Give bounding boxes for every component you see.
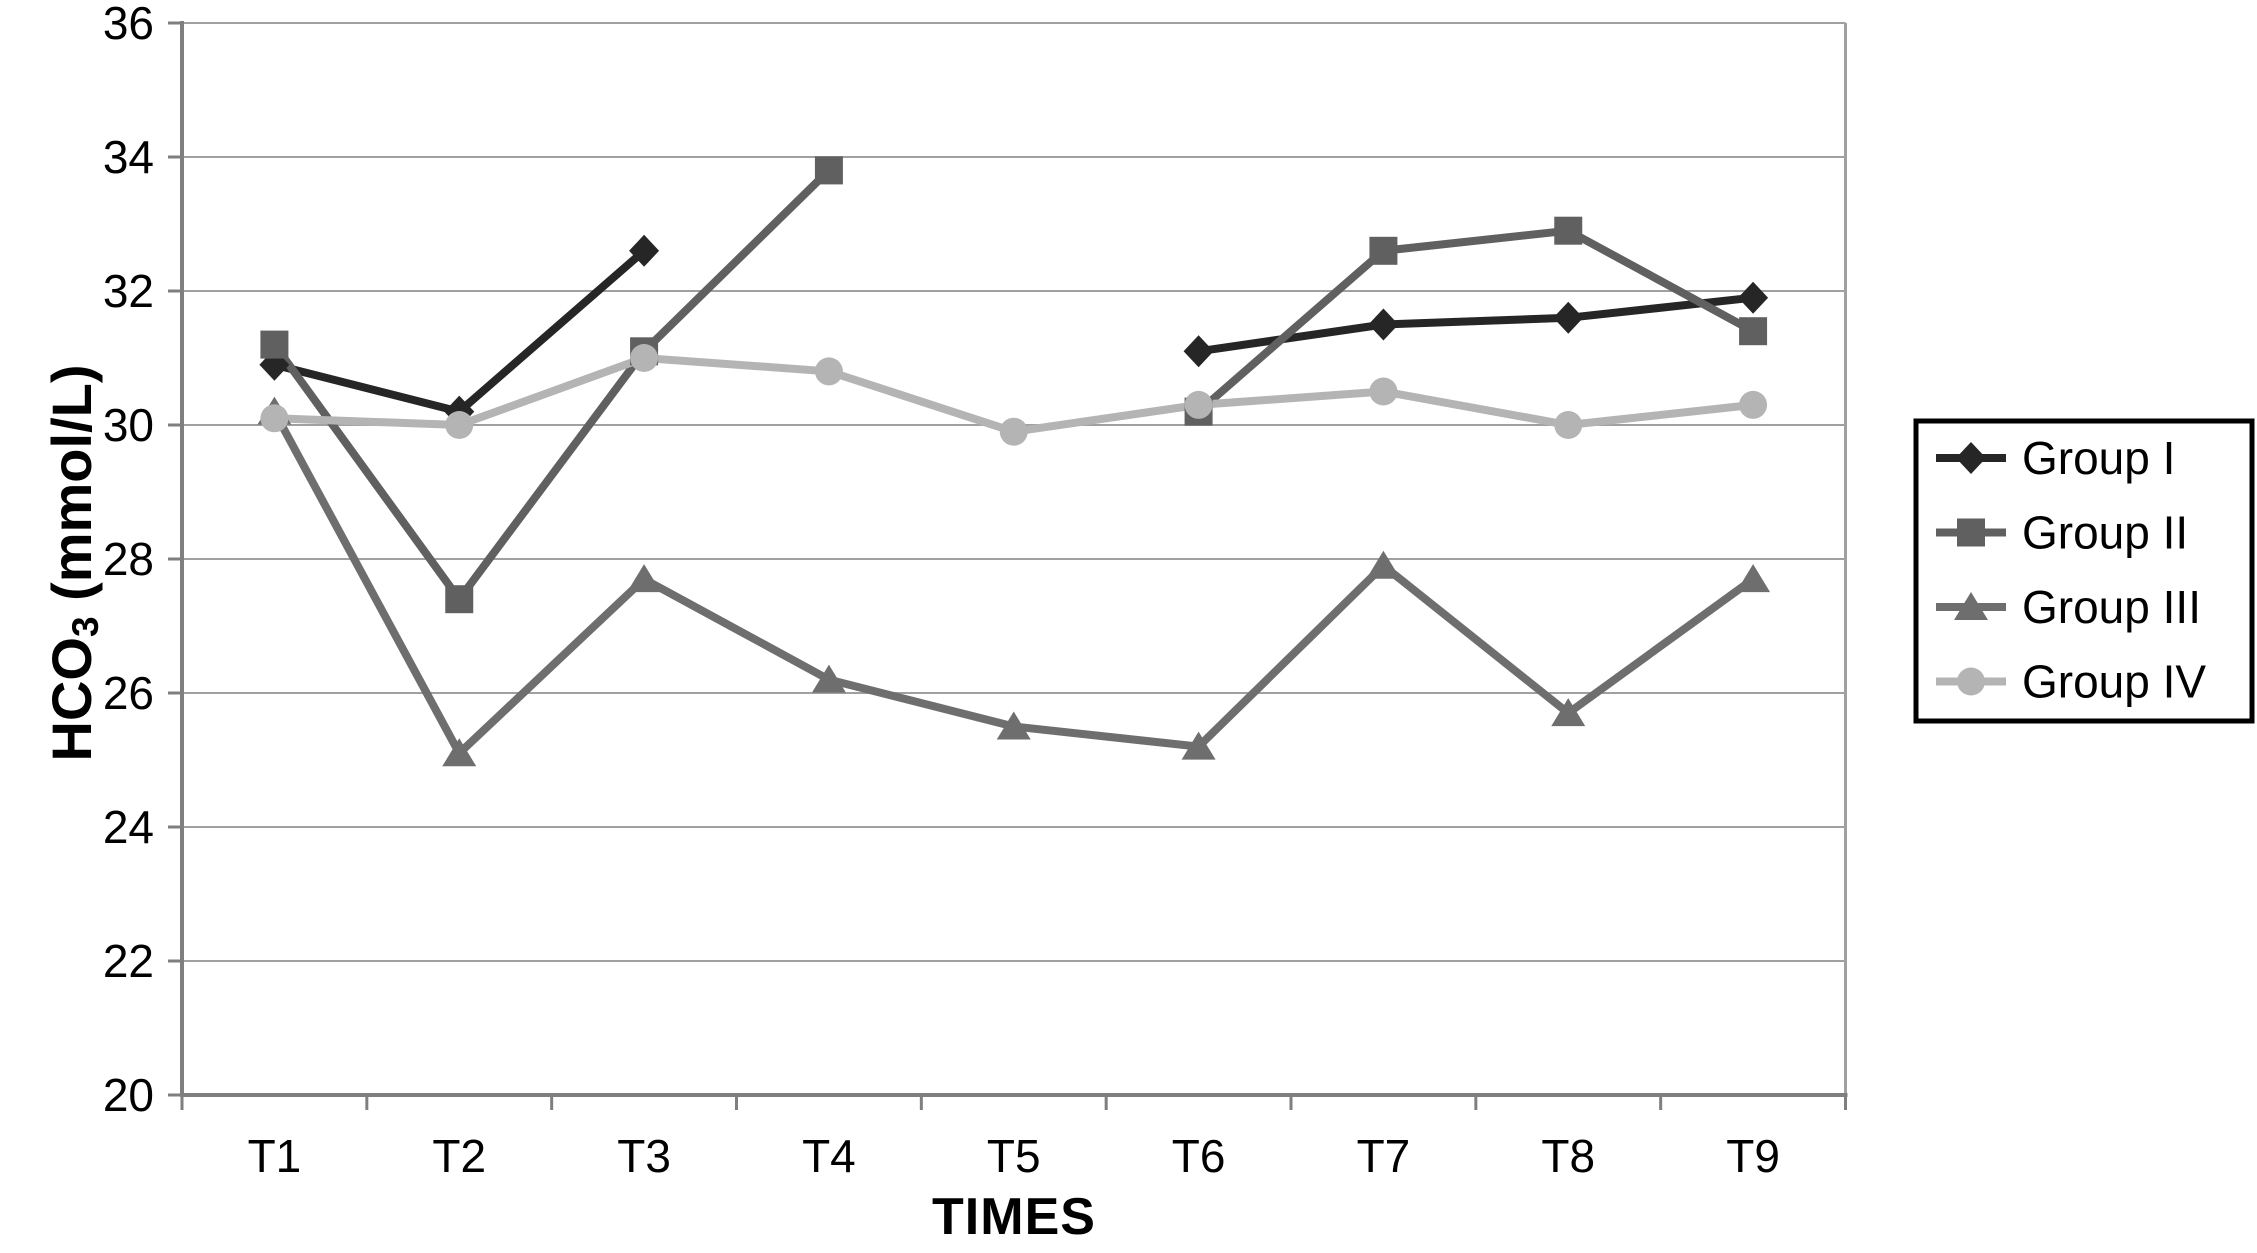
x-tick-label-T1: T1 (248, 1130, 302, 1182)
y-tick-label-34: 34 (103, 131, 154, 183)
legend-marker-square (1957, 518, 1985, 547)
marker-square-T2 (445, 585, 474, 614)
marker-circle-T3 (630, 344, 659, 372)
x-tick-label-T4: T4 (802, 1130, 856, 1182)
marker-circle-T1 (260, 404, 289, 433)
marker-circle-T9 (1739, 390, 1768, 419)
marker-triangle-T7 (1366, 550, 1401, 579)
marker-circle-T5 (999, 417, 1028, 446)
marker-square-T1 (260, 330, 289, 359)
x-tick-label-T6: T6 (1172, 1130, 1226, 1182)
legend-label-2: Group II (2022, 507, 2188, 559)
legend-marker-circle (1957, 667, 1985, 696)
legend-marker-diamond (1956, 442, 1986, 474)
marker-triangle-T2 (442, 738, 477, 767)
legend-label-1: Group I (2022, 432, 2175, 484)
y-tick-label-30: 30 (103, 399, 154, 451)
x-axis-title: TIMES (932, 1188, 1096, 1246)
x-tick-label-T8: T8 (1541, 1130, 1595, 1182)
legend-marker-triangle (1954, 592, 1988, 620)
marker-circle-T8 (1554, 411, 1583, 439)
marker-circle-T2 (445, 411, 474, 439)
marker-diamond-T3 (629, 234, 660, 267)
series-line-group-ii (1195, 226, 1755, 415)
y-tick-label-24: 24 (103, 801, 154, 853)
y-axis-title-subscript: 3 (64, 616, 106, 638)
y-tick-label-36: 36 (103, 0, 154, 49)
marker-diamond-T8 (1553, 301, 1584, 334)
marker-triangle-T8 (1551, 698, 1586, 727)
y-tick-label-20: 20 (103, 1069, 154, 1121)
legend-label-3: Group III (2022, 581, 2201, 633)
marker-square-T8 (1554, 216, 1583, 245)
x-tick-label-T9: T9 (1726, 1130, 1780, 1182)
y-axis-title-text: HCO (40, 637, 103, 762)
y-tick-label-22: 22 (103, 935, 154, 987)
legend-label-4: Group IV (2022, 656, 2206, 708)
y-axis-title-units: (mmol/L) (40, 364, 103, 617)
y-tick-label-28: 28 (103, 533, 154, 585)
y-tick-label-32: 32 (103, 265, 154, 317)
x-tick-label-T5: T5 (987, 1130, 1041, 1182)
marker-triangle-T9 (1736, 564, 1771, 593)
marker-diamond-T9 (1738, 281, 1769, 314)
x-tick-label-T2: T2 (432, 1130, 486, 1182)
marker-triangle-T4 (811, 664, 846, 693)
y-tick-label-26: 26 (103, 667, 154, 719)
marker-triangle-T5 (996, 711, 1031, 740)
marker-square-T4 (814, 156, 843, 185)
y-axis-title: HCO3 (mmol/L) (35, 283, 109, 843)
x-tick-label-T3: T3 (617, 1130, 671, 1182)
marker-circle-T4 (814, 357, 843, 386)
marker-circle-T6 (1184, 390, 1213, 419)
marker-diamond-T7 (1368, 308, 1399, 341)
series-line-group-ii (271, 167, 832, 606)
marker-diamond-T6 (1183, 335, 1214, 368)
series-line-group-i (273, 247, 647, 416)
series-line-group-i (1198, 293, 1754, 356)
marker-square-T7 (1369, 236, 1398, 265)
marker-triangle-T3 (627, 564, 662, 593)
series-line-group-iii (270, 409, 1756, 760)
marker-triangle-T6 (1181, 731, 1216, 760)
marker-circle-T7 (1369, 377, 1398, 406)
x-tick-label-T7: T7 (1357, 1130, 1411, 1182)
marker-square-T9 (1739, 317, 1768, 346)
